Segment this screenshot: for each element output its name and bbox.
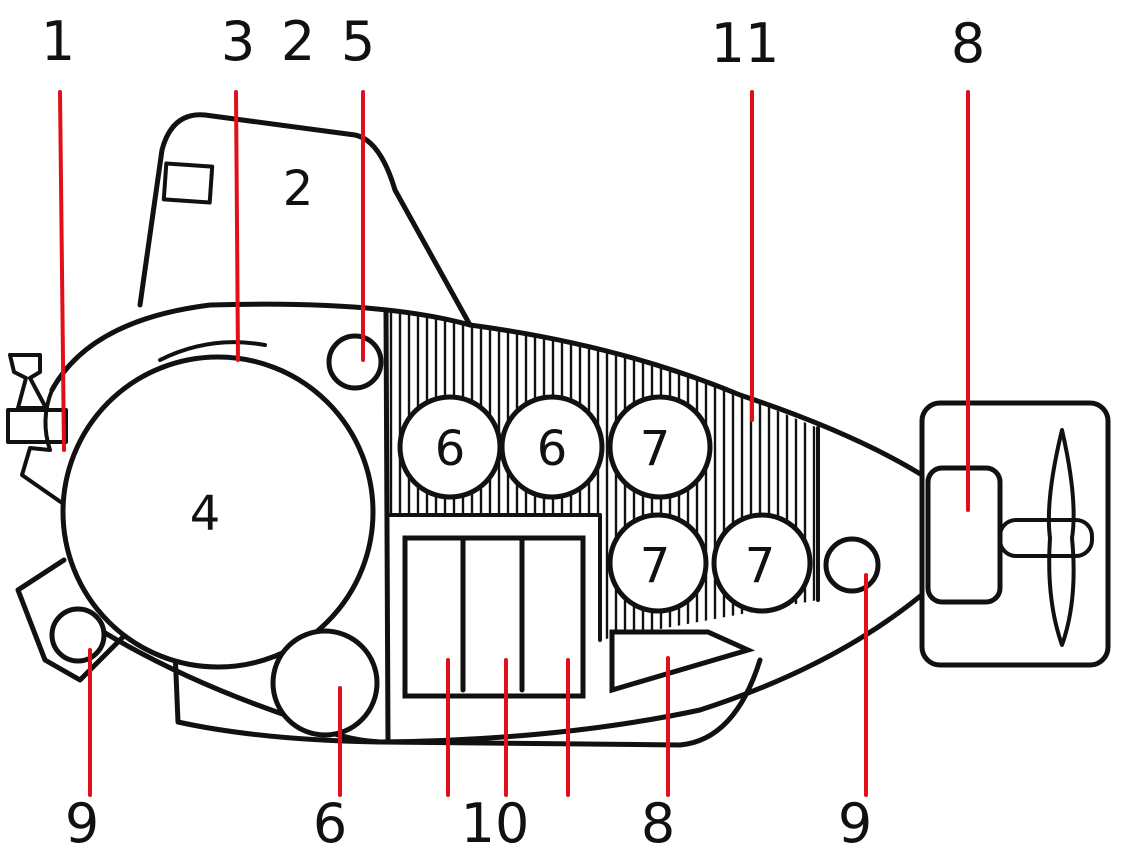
label-tank-6a: 6	[435, 421, 466, 477]
hull-outline	[49, 301, 933, 483]
lower-tank	[270, 628, 380, 738]
callout-10: 10	[461, 792, 530, 855]
callout-8-bottom: 8	[641, 792, 675, 855]
propeller	[1046, 428, 1076, 647]
small-porthole	[326, 333, 384, 391]
callout-11: 11	[711, 12, 780, 75]
callout-9-left: 9	[65, 792, 99, 855]
label-tank-7c: 7	[745, 538, 776, 594]
battery-box	[402, 535, 586, 699]
bow-sensor-box	[6, 408, 68, 444]
front-thruster	[49, 606, 107, 664]
hull-lower-keel	[172, 647, 763, 748]
bow-upper	[20, 388, 67, 507]
storage-wedge	[609, 629, 756, 694]
callout-8-top: 8	[951, 12, 985, 75]
tank-6b	[499, 394, 605, 500]
label-tank-7a: 7	[640, 421, 671, 477]
label-tank-7b: 7	[640, 538, 671, 594]
rear-small-thruster	[823, 536, 881, 594]
bow-lower	[15, 557, 133, 683]
label-sphere-4: 4	[190, 486, 221, 542]
motor-housing	[925, 465, 1003, 605]
label-tank-6b: 6	[537, 421, 568, 477]
bow-sensor-mast	[8, 353, 48, 410]
leader-lines	[58, 90, 970, 797]
callout-1: 1	[41, 10, 75, 73]
bay-divider-left	[383, 307, 391, 745]
pressure-sphere	[60, 354, 376, 670]
sphere-top-arc	[158, 340, 267, 362]
tank-7a	[607, 394, 713, 500]
label-hull-2: 2	[283, 161, 314, 217]
callout-6-bottom: 6	[313, 792, 347, 855]
hatched-bay	[386, 310, 818, 640]
tank-7c	[711, 512, 813, 614]
callout-5: 5	[341, 10, 375, 73]
callout-2: 2	[281, 10, 315, 73]
tower-window	[161, 161, 215, 205]
callout-3: 3	[221, 10, 255, 73]
conning-tower	[137, 112, 473, 328]
callout-9-right: 9	[838, 792, 872, 855]
prop-shaft	[998, 518, 1094, 558]
tank-7b	[607, 512, 709, 614]
